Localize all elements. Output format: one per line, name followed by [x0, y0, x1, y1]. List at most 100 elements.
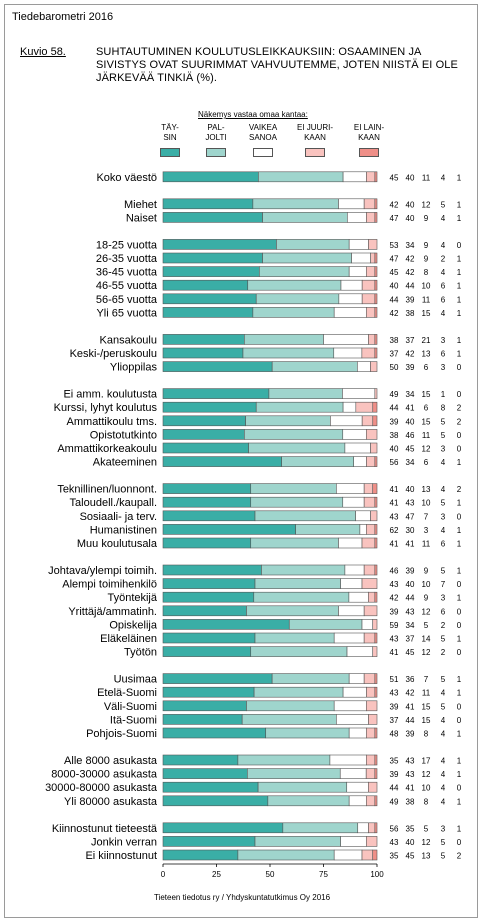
bar-segment [348, 591, 369, 603]
value-label: 62 [390, 526, 399, 535]
value-label: 0 [457, 445, 462, 454]
value-label: 12 [422, 607, 431, 616]
value-label: 0 [457, 431, 462, 440]
value-label: 1 [457, 757, 462, 766]
bar-segment [374, 754, 378, 766]
legend-swatch-paljolti [206, 148, 226, 157]
bar-segment [365, 768, 376, 779]
bar-segment [281, 456, 354, 467]
value-label: 44 [406, 282, 415, 291]
bar-segment [288, 619, 363, 630]
bar-segment [282, 822, 359, 834]
bar-segment [254, 578, 341, 589]
value-label: 1 [457, 214, 462, 223]
bar-segment [365, 700, 378, 712]
value-label: 50 [390, 363, 399, 372]
value-label: 4 [441, 689, 446, 698]
bar-segment [342, 429, 367, 440]
value-label: 2 [457, 485, 462, 494]
value-label: 1 [457, 689, 462, 698]
value-label: 5 [441, 838, 446, 847]
value-label: 14 [422, 635, 431, 644]
bar-segment [276, 239, 350, 250]
bar-segment [162, 849, 239, 861]
value-label: 4 [441, 757, 446, 766]
value-label: 43 [406, 499, 415, 508]
value-label: 39 [406, 363, 415, 372]
bar-segment [162, 524, 296, 535]
value-label: 41 [390, 485, 399, 494]
value-label: 6 [424, 404, 429, 413]
bar-segment [162, 822, 284, 834]
value-label: 39 [390, 702, 399, 711]
category-label: Opiskelija [109, 619, 158, 631]
value-label: 40 [390, 445, 399, 454]
value-label: 38 [406, 797, 415, 806]
bar-segment [368, 591, 376, 603]
value-label: 1 [457, 458, 462, 467]
bar-segment [361, 415, 374, 427]
value-label: 15 [422, 716, 431, 725]
value-label: 42 [406, 350, 415, 359]
value-label: 4 [441, 784, 446, 793]
bar-segment [374, 212, 378, 223]
bar-segment [366, 686, 376, 698]
value-label: 43 [390, 838, 399, 847]
value-label: 1 [457, 730, 462, 739]
category-label: Naiset [126, 212, 157, 224]
bar-segment [347, 212, 367, 223]
value-label: 12 [422, 838, 431, 847]
value-label: 40 [406, 214, 415, 223]
value-label: 1 [457, 499, 462, 508]
source-note: Tieteen tiedotus ry / Yhdyskuntatutkimus… [153, 893, 331, 902]
value-label: 10 [422, 499, 431, 508]
bar-segment [368, 822, 376, 834]
bar-segment [374, 524, 378, 535]
bar-segment [361, 849, 374, 861]
category-label: Koko väestö [96, 172, 157, 184]
bar-segment [162, 591, 255, 603]
value-label: 38 [390, 431, 399, 440]
category-label: Kansakoulu [100, 334, 158, 346]
bar-segment [374, 727, 378, 739]
bar-segment [370, 442, 378, 454]
value-label: 42 [390, 594, 399, 603]
legend-label-paljolti: PAL- JOLTI [205, 123, 227, 142]
bar-segment [361, 279, 376, 291]
value-label: 15 [422, 417, 431, 426]
bar-segment [237, 754, 331, 766]
bar-segment [242, 347, 335, 359]
value-label: 9 [424, 255, 429, 264]
value-label: 9 [424, 241, 429, 250]
value-label: 5 [441, 567, 446, 576]
bar-segment [162, 361, 273, 372]
bar-segment [351, 252, 371, 264]
value-label: 0 [457, 648, 462, 657]
bar-segment [348, 239, 369, 250]
bar-segment [374, 822, 378, 834]
bar-segment [366, 456, 376, 467]
value-label: 12 [422, 770, 431, 779]
value-label: 45 [390, 268, 399, 277]
bar-segment [271, 673, 350, 684]
bar-segment [366, 171, 376, 183]
bar-segment [339, 768, 367, 779]
value-label: 41 [406, 784, 415, 793]
x-tick-label: 75 [319, 870, 328, 879]
bar-segment [361, 537, 376, 549]
value-label: 30 [406, 526, 415, 535]
bar-segment [346, 646, 374, 657]
value-label: 44 [390, 295, 399, 304]
bar-segment [244, 429, 344, 440]
category-label: Kiinnostunut tieteestä [52, 823, 158, 835]
bar-segment [250, 483, 337, 494]
value-label: 42 [406, 268, 415, 277]
bar-segment [359, 524, 367, 535]
value-label: 5 [441, 499, 446, 508]
bar-segment [338, 198, 365, 210]
bar-segment [162, 754, 239, 766]
bar-segment [162, 578, 256, 589]
bar-segment [162, 619, 290, 630]
value-label: 0 [457, 512, 462, 521]
value-label: 5 [441, 702, 446, 711]
